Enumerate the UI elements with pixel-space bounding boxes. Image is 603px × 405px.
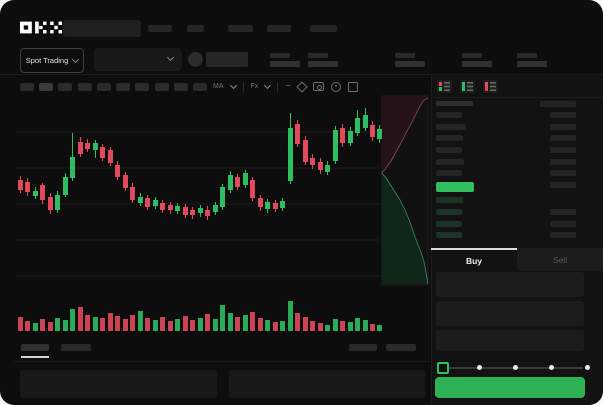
okx-logo[interactable]: [20, 21, 62, 34]
last-price-placeholder: [206, 52, 248, 67]
slider-handle[interactable]: [437, 362, 449, 374]
interval-button-4[interactable]: [78, 83, 92, 91]
nav-item-5[interactable]: [310, 25, 337, 32]
orderbook-asks-view-icon[interactable]: [483, 80, 498, 93]
open-orders-panel: [20, 370, 217, 398]
slider-step-50[interactable]: [513, 365, 518, 370]
active-tab-underline: [21, 356, 49, 358]
bottom-tab-orders-active[interactable]: [21, 344, 49, 351]
amount-slider-track[interactable]: [441, 367, 583, 369]
interval-button-3[interactable]: [58, 83, 72, 91]
nav-item-2[interactable]: [187, 25, 204, 32]
order-total-field[interactable]: [436, 330, 584, 351]
nav-item-3[interactable]: [228, 25, 253, 32]
market-type-selector[interactable]: Spot Trading: [20, 48, 84, 73]
orderbook-bids-view-icon[interactable]: [460, 80, 475, 93]
interval-button-10[interactable]: [193, 83, 207, 91]
chevron-down-icon: [166, 53, 175, 62]
nav-item-4[interactable]: [267, 25, 291, 32]
order-amount-field[interactable]: [436, 301, 584, 326]
bottom-tabs-divider: [14, 361, 430, 362]
pair-selector[interactable]: [94, 48, 182, 71]
ma-indicator-icon[interactable]: MA: [213, 83, 224, 90]
indicators-icon[interactable]: Fx: [250, 83, 259, 90]
interval-button-9[interactable]: [174, 83, 188, 91]
interval-button-7[interactable]: [135, 83, 149, 91]
header-divider: [0, 74, 603, 75]
orderbook-divider: [431, 97, 603, 98]
order-price-field[interactable]: [436, 272, 584, 297]
buy-tab-label: Buy: [465, 255, 483, 266]
nav-item-1[interactable]: [148, 25, 172, 32]
line-chart-icon[interactable]: ~: [285, 81, 292, 92]
interval-button-6[interactable]: [116, 83, 130, 91]
slider-step-100[interactable]: [585, 365, 590, 370]
bottom-tab-history[interactable]: [61, 344, 91, 351]
chevron-down-icon[interactable]: [229, 81, 237, 90]
pair-icon: [188, 52, 203, 67]
orderbook-combined-view-icon[interactable]: [437, 80, 452, 93]
draw-tools-icon[interactable]: [296, 80, 308, 93]
order-history-panel: [229, 370, 425, 398]
sell-tab-label: Sell: [552, 254, 568, 265]
interval-button-5[interactable]: [97, 83, 111, 91]
bottom-action-1[interactable]: [349, 344, 377, 351]
interval-button-8[interactable]: [155, 83, 169, 91]
toolbar-divider: [277, 81, 279, 92]
toolbar-divider: [242, 81, 244, 92]
chevron-down-icon[interactable]: [264, 81, 272, 90]
chart-settings-icon[interactable]: [331, 81, 342, 92]
fullscreen-icon[interactable]: [348, 81, 359, 92]
slider-step-75[interactable]: [549, 365, 554, 370]
screenshot-icon[interactable]: [313, 82, 325, 91]
interval-button-2-active[interactable]: [39, 83, 53, 91]
chevron-down-icon: [72, 55, 80, 64]
tab-buy-active[interactable]: Buy: [431, 248, 517, 271]
bottom-action-2[interactable]: [386, 344, 416, 351]
tab-sell[interactable]: Sell: [517, 248, 603, 271]
order-book[interactable]: [436, 99, 576, 245]
slider-step-25[interactable]: [477, 365, 482, 370]
market-type-label: Spot Trading: [25, 56, 69, 65]
submit-buy-order-button[interactable]: [435, 377, 585, 398]
search-input[interactable]: [63, 20, 141, 37]
interval-button-1[interactable]: [20, 83, 34, 91]
